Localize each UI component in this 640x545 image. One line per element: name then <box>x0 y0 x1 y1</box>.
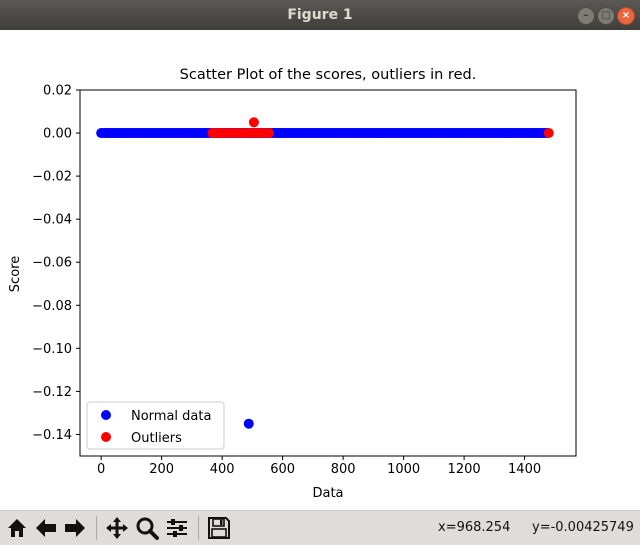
y-tick-label: −0.10 <box>32 342 72 357</box>
home-button[interactable] <box>4 515 30 541</box>
save-icon <box>208 517 230 539</box>
y-axis-label: Score <box>8 256 23 292</box>
y-tick-label: 0.00 <box>43 127 72 142</box>
x-tick-label: 600 <box>270 462 295 477</box>
y-tick-label: −0.04 <box>32 213 72 228</box>
x-tick-label: 0 <box>97 462 105 477</box>
data-point-normal <box>243 418 254 429</box>
y-tick-label: 0.02 <box>43 84 72 99</box>
chart-title: Scatter Plot of the scores, outliers in … <box>180 67 477 83</box>
x-axis-label: Data <box>312 486 343 501</box>
x-tick-label: 200 <box>149 462 174 477</box>
x-coordinate-readout: x=968.254 <box>438 520 511 535</box>
x-tick-label: 800 <box>331 462 356 477</box>
legend: Normal data Outliers <box>86 401 225 450</box>
minimize-icon: – <box>583 10 589 21</box>
maximize-button[interactable]: □ <box>597 7 615 25</box>
zoom-button[interactable] <box>134 515 160 541</box>
y-tick-label: −0.02 <box>32 170 72 185</box>
pan-button[interactable] <box>104 515 130 541</box>
y-tick-label: −0.08 <box>32 299 72 314</box>
window-title: Figure 1 <box>287 7 353 23</box>
maximize-icon: □ <box>601 10 611 21</box>
minimize-button[interactable]: – <box>577 7 595 25</box>
x-tick-label: 400 <box>210 462 235 477</box>
x-tick-label: 1200 <box>448 462 481 477</box>
y-tick-label: −0.06 <box>32 256 72 271</box>
y-tick-label: −0.14 <box>32 428 72 443</box>
close-button[interactable]: × <box>617 7 635 25</box>
save-button[interactable] <box>206 515 232 541</box>
x-tick-label: 1000 <box>387 462 420 477</box>
back-icon <box>36 519 56 537</box>
legend-box <box>86 401 225 450</box>
legend-marker-outliers <box>101 432 111 442</box>
configure-subplots-button[interactable] <box>164 515 190 541</box>
window-titlebar: Figure 1 – □ × <box>0 0 640 30</box>
y-tick-label: −0.12 <box>32 385 72 400</box>
navigation-toolbar: x=968.254 y=-0.00425749 <box>0 510 640 545</box>
y-coordinate-readout: y=-0.00425749 <box>532 520 634 535</box>
data-point-outlier <box>248 117 259 128</box>
data-point-outlier <box>264 128 275 139</box>
back-button[interactable] <box>33 515 59 541</box>
figure-canvas[interactable]: 0 200 400 600 800 1000 1200 1400 0.02 0.00 −0.02 −0… <box>0 30 640 510</box>
forward-icon <box>65 519 85 537</box>
legend-label-outliers: Outliers <box>131 431 182 446</box>
scatter-chart: 0 200 400 600 800 1000 1200 1400 0.02 0.00 −0.02 −0… <box>8 67 577 501</box>
legend-label-normal: Normal data <box>131 409 211 424</box>
pan-icon <box>106 517 128 539</box>
zoom-icon <box>136 517 159 540</box>
legend-marker-normal <box>101 410 111 420</box>
home-icon <box>8 519 26 537</box>
close-icon: × <box>621 10 631 21</box>
plot-frame <box>79 89 577 457</box>
data-point-outlier <box>543 128 554 139</box>
toolbar-separator <box>96 516 97 540</box>
x-tick-label: 1400 <box>508 462 541 477</box>
forward-button[interactable] <box>62 515 88 541</box>
toolbar-separator <box>198 516 199 540</box>
subplots-icon <box>167 519 187 537</box>
